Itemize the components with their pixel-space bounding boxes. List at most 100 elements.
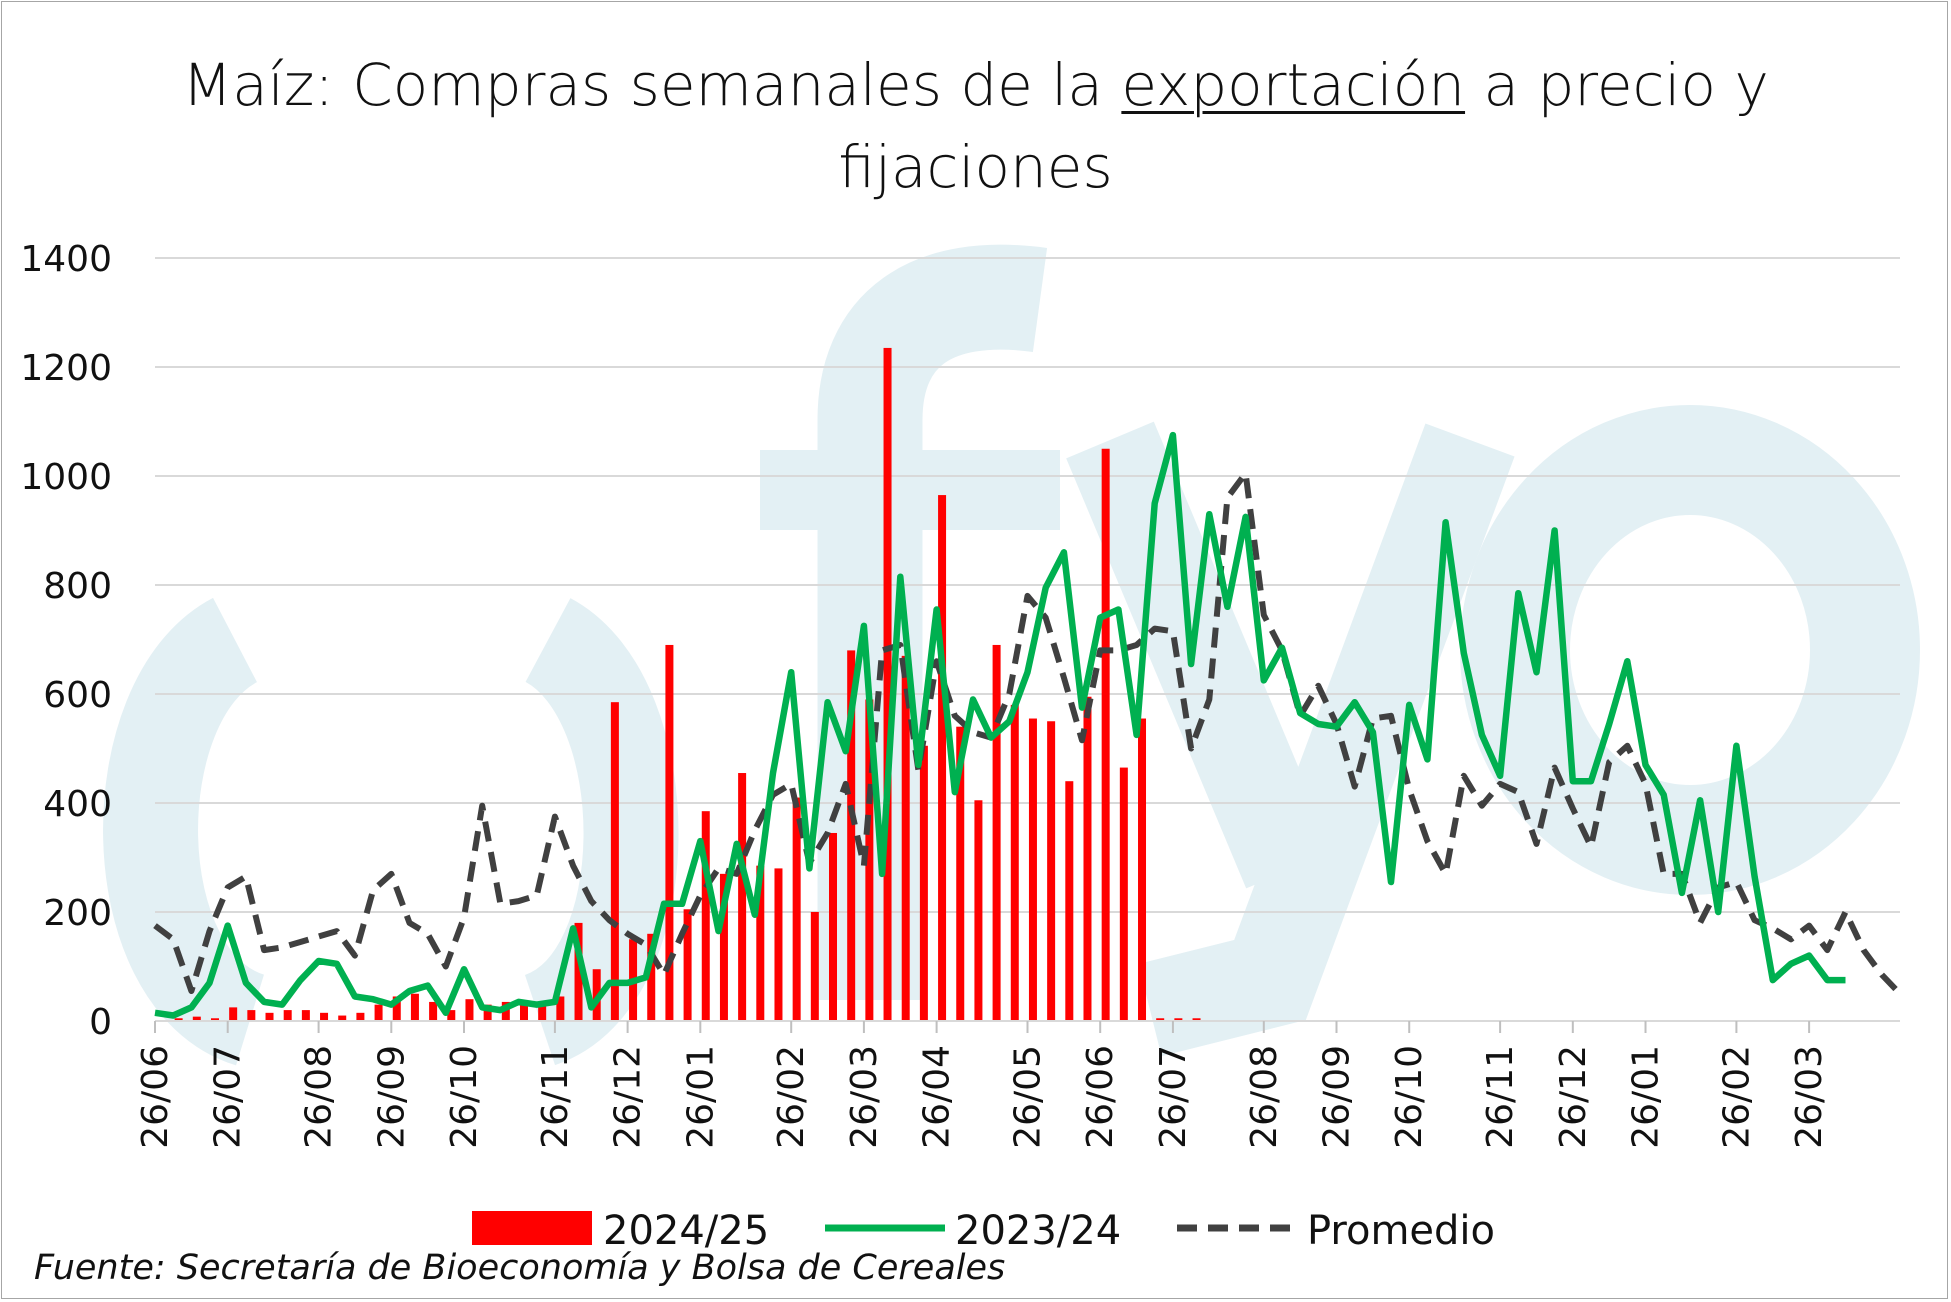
x-tick-label: 26/03 [844, 1045, 885, 1149]
x-tick-label: 26/12 [608, 1045, 649, 1149]
title-line-1: Maíz: Compras semanales de la exportació… [0, 44, 1951, 126]
bar-2024-25 [1065, 781, 1074, 1021]
x-tick-label: 26/10 [1389, 1045, 1430, 1149]
title-part-1: Maíz: Compras semanales de la [182, 51, 1122, 119]
bar-2024-25 [447, 1010, 456, 1021]
chart-title: Maíz: Compras semanales de la exportació… [0, 44, 1951, 208]
bar-2024-25 [719, 873, 728, 1021]
x-tick-label: 26/02 [771, 1045, 812, 1149]
bar-2024-25 [1047, 721, 1056, 1021]
watermark-letter-f-stem [817, 244, 1048, 1000]
watermark-letter-y [1066, 421, 1515, 1057]
x-tick-label: 26/07 [1153, 1045, 1194, 1149]
x-tick-label: 26/08 [299, 1045, 340, 1149]
bar-2024-25 [538, 1001, 547, 1021]
watermark-letter-o [1460, 405, 1920, 895]
y-tick-label: 0 [89, 1002, 112, 1043]
title-part-2: a precio y [1465, 51, 1769, 119]
bar-2024-25 [738, 773, 747, 1021]
bar-2024-25 [774, 868, 783, 1021]
bar-2024-25 [192, 1016, 201, 1021]
bar-2024-25 [883, 347, 892, 1021]
bar-2024-25 [1119, 767, 1128, 1021]
y-tick-label: 1000 [20, 457, 112, 498]
bar-2024-25 [865, 699, 874, 1021]
bar-2024-25 [810, 912, 819, 1021]
line-2023-24 [154, 431, 1846, 1019]
axes: 0 200 400 600 800 1000 1200 1400 26/06 26/07 26/08… [20, 239, 1900, 1149]
bar-2024-25 [1192, 1018, 1201, 1021]
bar-2024-25 [247, 1010, 256, 1021]
y-tick-label: 1200 [20, 348, 112, 389]
y-tick-label: 1400 [20, 239, 112, 280]
bar-2024-25 [1010, 704, 1019, 1021]
legend-label-promedio: Promedio [1307, 1208, 1495, 1254]
title-underlined-word: exportación [1121, 51, 1466, 119]
x-tick-label: 26/11 [535, 1045, 576, 1149]
bar-2024-25 [792, 797, 801, 1021]
y-tick-label: 600 [43, 675, 112, 716]
bar-2024-25 [701, 811, 710, 1021]
x-tick-label: 26/05 [1008, 1045, 1049, 1149]
bar-2024-25 [483, 1004, 492, 1021]
bar-2024-25 [992, 644, 1001, 1021]
x-tick-label: 26/09 [371, 1045, 412, 1149]
legend: 2024/25 2023/24 Promedio [472, 1208, 1495, 1254]
bar-2024-25 [847, 650, 856, 1021]
bar-2024-25 [410, 993, 419, 1021]
source-note: Fuente: Secretaría de Bioeconomía y Bols… [34, 1248, 1006, 1288]
bar-2024-25 [1101, 448, 1110, 1021]
bar-2024-25 [556, 996, 565, 1021]
bar-2024-25 [1083, 696, 1092, 1021]
x-tick-label: 26/01 [680, 1045, 721, 1149]
bar-2024-25 [210, 1018, 219, 1021]
bar-2024-25 [1174, 1018, 1183, 1021]
x-tick-label: 26/09 [1317, 1045, 1358, 1149]
bar-2024-25 [356, 1012, 365, 1021]
bar-2024-25 [338, 1015, 347, 1021]
bar-2024-25 [665, 644, 674, 1021]
x-tick-label: 26/04 [917, 1045, 958, 1149]
watermark-paren-right [521, 598, 679, 1066]
y-tick-label: 400 [43, 784, 112, 825]
bar-2024-25 [829, 832, 838, 1021]
x-tick-label: 26/03 [1789, 1045, 1830, 1149]
bar-2024-25 [429, 1001, 438, 1021]
bar-2024-25 [683, 909, 692, 1021]
bars-2024-25 [174, 347, 1201, 1021]
bar-2024-25 [901, 655, 910, 1021]
x-tick-label: 26/08 [1244, 1045, 1285, 1149]
bar-2024-25 [465, 999, 474, 1021]
legend-label-2023-24: 2023/24 [955, 1208, 1121, 1254]
bar-2024-25 [1138, 718, 1147, 1021]
bar-2024-25 [265, 1012, 274, 1021]
x-tick-label: 26/01 [1626, 1045, 1667, 1149]
x-tick-label: 26/11 [1480, 1045, 1521, 1149]
bar-2024-25 [1028, 718, 1037, 1021]
bar-2024-25 [647, 933, 656, 1021]
bar-2024-25 [1156, 1018, 1165, 1021]
x-tick-label: 26/07 [208, 1045, 249, 1149]
legend-swatch-2024-25 [472, 1211, 592, 1245]
title-line-2: fijaciones [838, 133, 1113, 201]
bar-2024-25 [320, 1012, 329, 1021]
bar-2024-25 [974, 800, 983, 1021]
x-tick-label: 26/02 [1716, 1045, 1757, 1149]
bar-2024-25 [229, 1007, 238, 1021]
grid-lines [155, 257, 1900, 913]
y-tick-label: 200 [43, 893, 112, 934]
legend-label-2024-25: 2024/25 [603, 1208, 769, 1254]
bar-2024-25 [174, 1018, 183, 1021]
bar-2024-25 [301, 1010, 310, 1021]
bar-2024-25 [574, 922, 583, 1021]
bar-2024-25 [392, 996, 401, 1021]
series-lines [153, 431, 1903, 1019]
bar-2024-25 [956, 726, 965, 1021]
bar-2024-25 [374, 1004, 383, 1021]
line-promedio [153, 470, 1903, 996]
bar-2024-25 [938, 495, 947, 1021]
watermark-letter-f-bar [760, 450, 1060, 530]
x-tick-label: 26/06 [1080, 1045, 1121, 1149]
